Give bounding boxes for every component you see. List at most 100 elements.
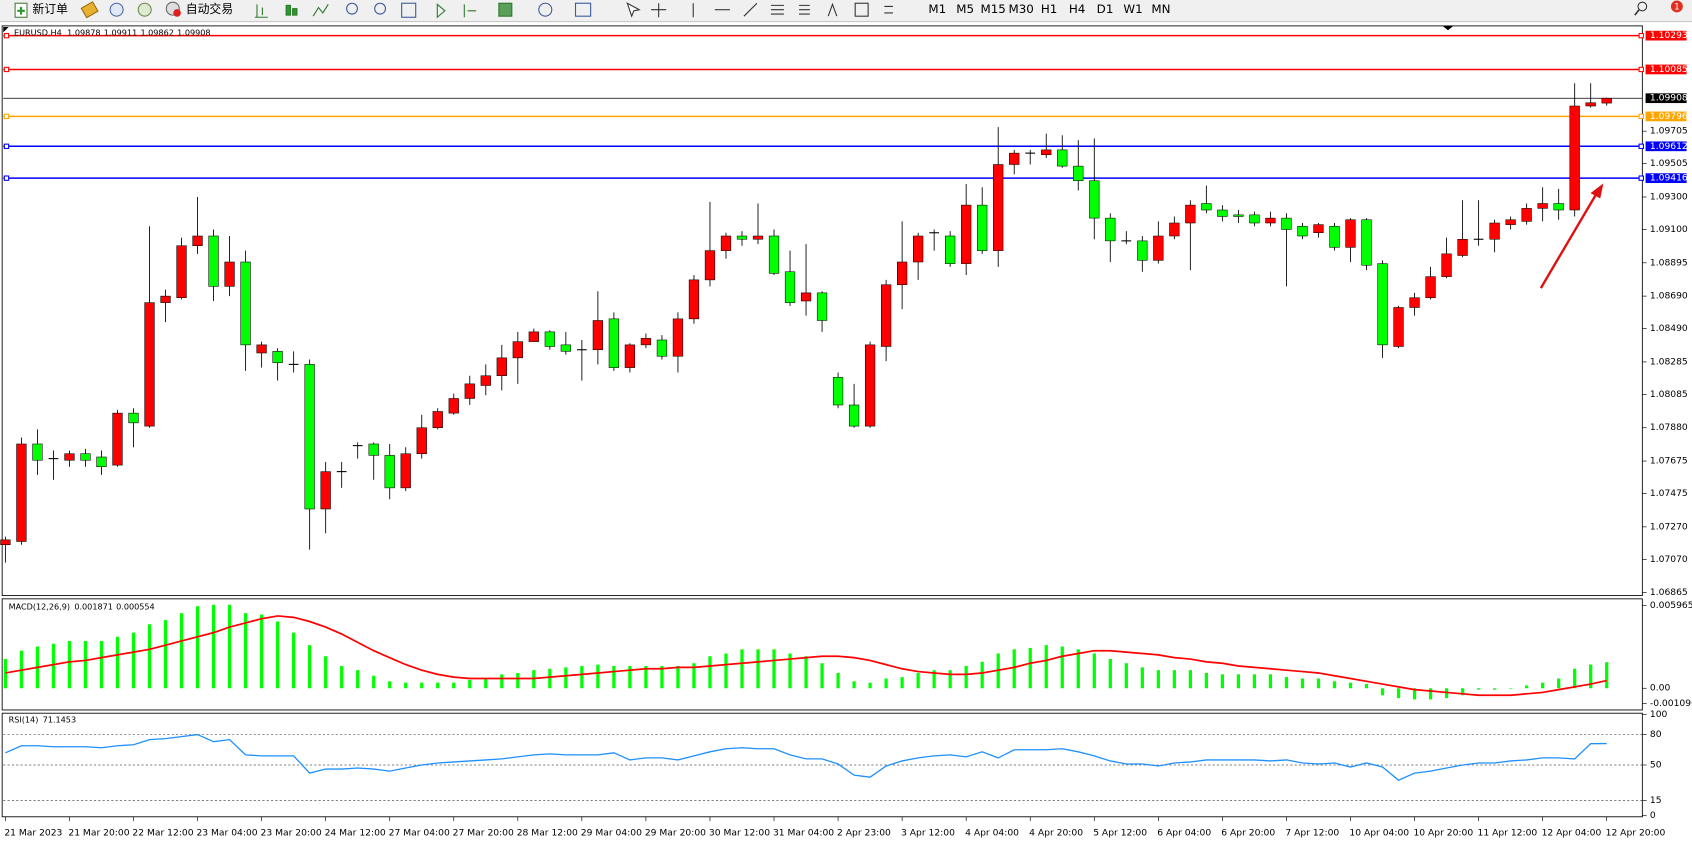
macd-bar xyxy=(1092,653,1096,689)
candle-body xyxy=(816,292,828,321)
y-tick-label: -0.001096 xyxy=(1650,698,1692,709)
line-handle xyxy=(1638,66,1644,73)
icon xyxy=(1634,9,1640,16)
icon[interactable] xyxy=(574,2,592,17)
auto-trading-button[interactable]: 自动交易 xyxy=(165,1,233,17)
candle-body xyxy=(1361,219,1372,266)
candle-body xyxy=(16,443,27,542)
macd-bar xyxy=(1156,670,1160,689)
price-line-label-bg xyxy=(1645,111,1687,122)
icon[interactable] xyxy=(109,2,124,17)
macd-bar xyxy=(388,681,392,689)
timeframe-button[interactable]: H4 xyxy=(1069,2,1085,16)
candle-body xyxy=(1537,203,1548,209)
y-tick-label: 1.07270 xyxy=(1650,521,1688,532)
macd-bar xyxy=(484,678,488,689)
y-tick-label: 1.08085 xyxy=(1650,389,1688,400)
icon[interactable] xyxy=(651,3,667,18)
macd-bar xyxy=(1300,678,1305,689)
tool-icons[interactable] xyxy=(254,2,592,19)
toolbar: 新订单 自动交易 xyxy=(0,0,1692,23)
candle-body xyxy=(1329,225,1340,248)
x-tick-label: 24 Mar 12:00 xyxy=(325,827,386,838)
x-tick-label: 6 Apr 04:00 xyxy=(1157,827,1211,838)
macd-bar xyxy=(1284,677,1289,689)
macd-bar xyxy=(1060,646,1064,689)
price-line-label: 1.09416 xyxy=(1650,173,1688,184)
drawing-tools[interactable] xyxy=(626,2,893,18)
timeframe-button[interactable]: M30 xyxy=(1008,2,1033,16)
icon[interactable] xyxy=(436,3,477,19)
candle-body xyxy=(400,453,411,489)
candle-body xyxy=(1505,219,1516,225)
line-handle xyxy=(3,175,10,181)
macd-bar xyxy=(292,632,296,689)
candle-body xyxy=(736,235,748,240)
x-tick-label: 7 Apr 12:00 xyxy=(1285,827,1339,838)
timeframe-button[interactable]: W1 xyxy=(1123,2,1142,16)
icon[interactable] xyxy=(80,1,99,19)
macd-bar xyxy=(1557,678,1561,689)
notifications[interactable]: 1 xyxy=(1670,0,1683,13)
timeframe-button[interactable]: H1 xyxy=(1041,2,1057,16)
timeframe-button[interactable]: M1 xyxy=(928,2,946,16)
candle-body xyxy=(192,235,203,247)
candle-body xyxy=(592,320,604,351)
macd-bar xyxy=(324,656,328,689)
search[interactable] xyxy=(1634,1,1648,16)
macd-bar xyxy=(740,649,744,689)
new-order-button[interactable]: 新订单 xyxy=(14,2,68,18)
icon[interactable] xyxy=(346,2,358,15)
icon[interactable] xyxy=(770,4,784,15)
macd-bar xyxy=(1124,663,1128,689)
candle-body xyxy=(1073,165,1084,182)
macd-bar xyxy=(67,640,72,689)
rsi-line xyxy=(5,733,1607,781)
icon[interactable] xyxy=(854,2,869,17)
icon xyxy=(173,9,181,17)
icon[interactable] xyxy=(254,4,268,18)
macd-bar xyxy=(724,653,728,689)
line-handle xyxy=(3,66,10,73)
icon[interactable] xyxy=(498,2,513,17)
symbol-header: EURUSD,H4 1.09878 1.09911 1.09862 1.09908 xyxy=(14,27,210,37)
icon xyxy=(1637,1,1648,12)
candle-body xyxy=(1297,225,1308,237)
x-tick-label: 29 Mar 04:00 xyxy=(581,827,642,838)
timeframe-button[interactable]: D1 xyxy=(1097,2,1114,16)
macd-bar xyxy=(1589,664,1593,689)
icon[interactable] xyxy=(401,2,417,18)
timeframe-button[interactable]: MN xyxy=(1151,2,1170,16)
window-marker xyxy=(3,26,9,33)
icon[interactable] xyxy=(827,2,838,17)
macd-bar xyxy=(243,613,248,689)
icon[interactable] xyxy=(137,2,152,17)
line-handle xyxy=(1638,32,1644,39)
candle-body xyxy=(1057,149,1068,167)
macd-bar xyxy=(964,666,968,689)
candle-body xyxy=(1041,149,1052,156)
icon[interactable] xyxy=(799,4,810,15)
candle-body xyxy=(528,331,539,342)
icon[interactable] xyxy=(292,8,298,16)
icon[interactable] xyxy=(743,2,758,17)
candle-body xyxy=(1441,253,1452,277)
icon[interactable] xyxy=(374,2,387,15)
candle-body xyxy=(977,204,988,251)
timeframe-button[interactable]: M15 xyxy=(981,2,1006,16)
timeframe-button[interactable]: M5 xyxy=(956,2,974,16)
macd-bar xyxy=(660,666,664,689)
y-tick-label: 15 xyxy=(1650,795,1662,806)
icon[interactable] xyxy=(312,4,329,17)
icon[interactable] xyxy=(538,2,553,17)
icon[interactable] xyxy=(884,5,893,14)
macd-bar xyxy=(772,649,776,689)
y-tick-label: 1.08895 xyxy=(1650,257,1688,268)
candle-body xyxy=(1249,214,1260,224)
x-tick-label: 27 Mar 04:00 xyxy=(389,827,450,838)
macd-bar xyxy=(1204,672,1208,689)
icon[interactable] xyxy=(626,2,641,18)
macd-bar xyxy=(676,666,680,689)
macd-bar xyxy=(916,672,920,689)
icon[interactable] xyxy=(285,4,291,16)
